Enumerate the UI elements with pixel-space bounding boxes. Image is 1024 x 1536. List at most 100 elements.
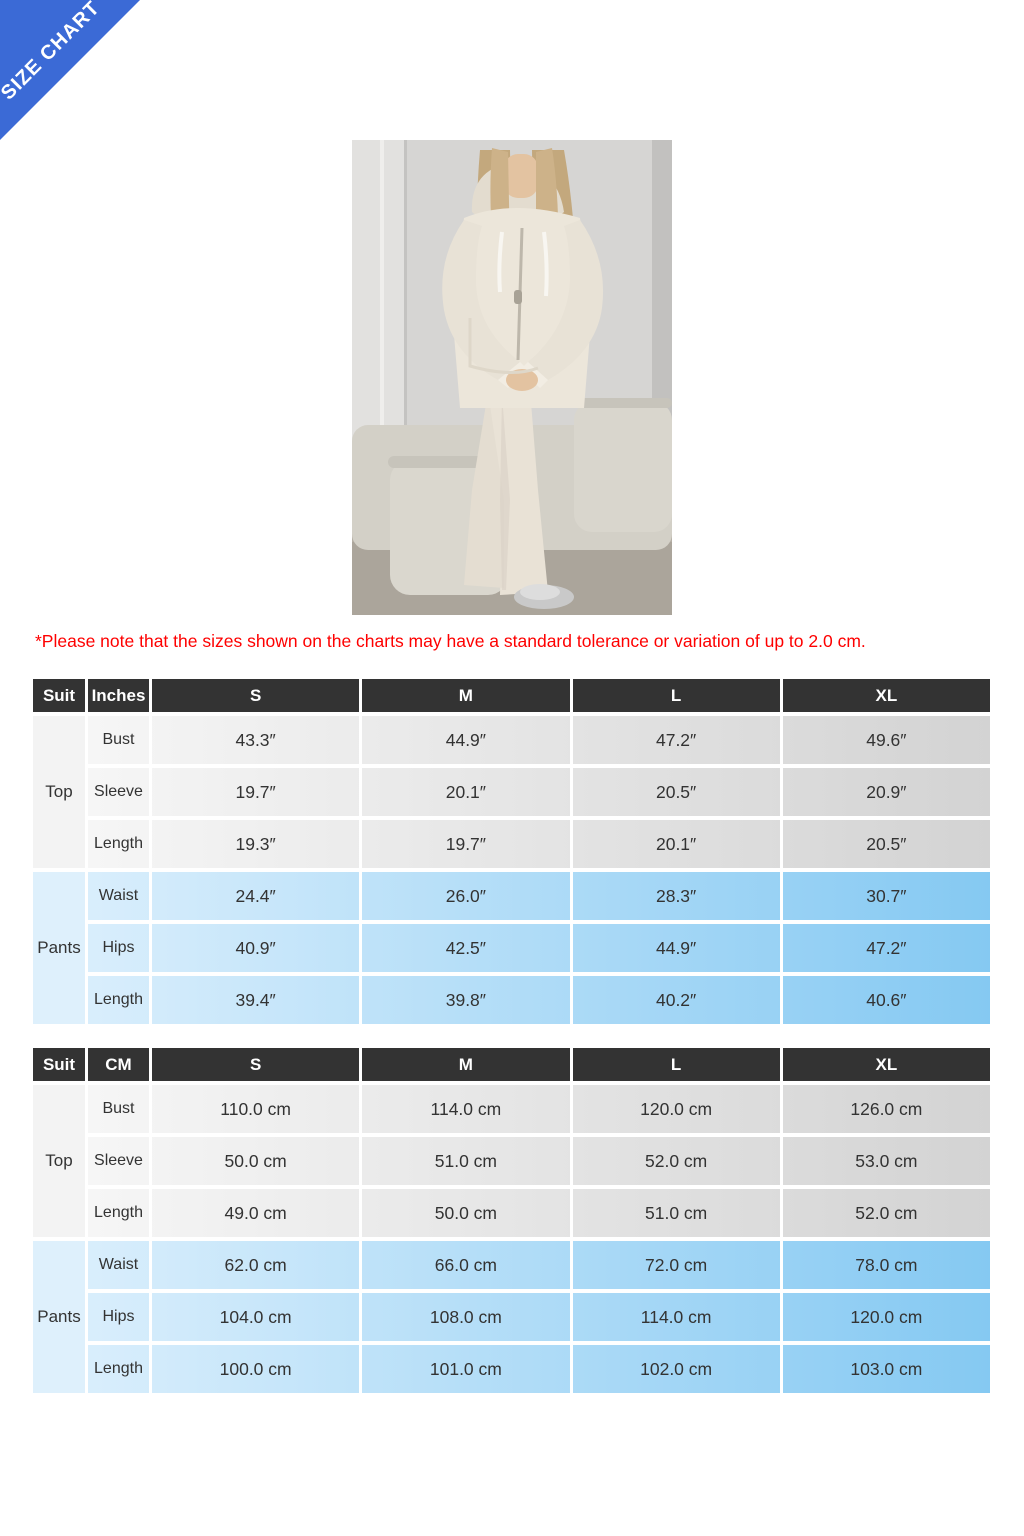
section-rows: Bust 110.0 cm 114.0 cm 120.0 cm 126.0 cm Slee… (85, 1085, 990, 1237)
value-cell-l: 114.0 cm (569, 1293, 780, 1341)
table-row-bust: Bust 110.0 cm 114.0 cm 120.0 cm 126.0 cm (85, 1085, 990, 1133)
table-row-length: Length 19.3″ 19.7″ 20.1″ 20.5″ (85, 820, 990, 868)
value-cell-m: 20.1″ (359, 768, 569, 816)
value-cell-xl: 52.0 cm (779, 1189, 990, 1237)
size-table-inches: Suit Inches S M L XL Top Bust 43.3″ 44.9″ 47.2″ 49.… (33, 679, 990, 1024)
tolerance-note: *Please note that the sizes shown on the… (35, 631, 866, 651)
measurement-label-cell: Sleeve (85, 768, 149, 816)
section-pants: Pants Waist 24.4″ 26.0″ 28.3″ 30.7″ Hips 40.9″ 4… (33, 872, 990, 1024)
table-row-hips: Hips 104.0 cm 108.0 cm 114.0 cm 120.0 cm (85, 1293, 990, 1341)
column-header-m: M (359, 1048, 570, 1081)
table-row-length: Length 100.0 cm 101.0 cm 102.0 cm 103.0 cm (85, 1345, 990, 1393)
column-header-suit: Suit (33, 1048, 85, 1081)
suit-label-cell: Pants (33, 872, 85, 1024)
value-cell-l: 102.0 cm (569, 1345, 780, 1393)
section-rows: Waist 62.0 cm 66.0 cm 72.0 cm 78.0 cm Hips 104… (85, 1241, 990, 1393)
value-cell-xl: 49.6″ (779, 716, 990, 764)
value-cell-s: 40.9″ (149, 924, 359, 972)
table-row-length: Length 49.0 cm 50.0 cm 51.0 cm 52.0 cm (85, 1189, 990, 1237)
value-cell-m: 51.0 cm (359, 1137, 569, 1185)
value-cell-m: 44.9″ (359, 716, 569, 764)
table-row-sleeve: Sleeve 19.7″ 20.1″ 20.5″ 20.9″ (85, 768, 990, 816)
value-cell-l: 72.0 cm (569, 1241, 780, 1289)
value-cell-l: 40.2″ (569, 976, 780, 1024)
measurement-label-cell: Bust (85, 1085, 149, 1133)
value-cell-s: 43.3″ (149, 716, 359, 764)
column-header-suit: Suit (33, 679, 85, 712)
value-cell-m: 50.0 cm (359, 1189, 569, 1237)
value-cell-l: 51.0 cm (569, 1189, 780, 1237)
measurement-label-cell: Length (85, 820, 149, 868)
table-row-length: Length 39.4″ 39.8″ 40.2″ 40.6″ (85, 976, 990, 1024)
value-cell-l: 20.1″ (569, 820, 780, 868)
value-cell-xl: 103.0 cm (779, 1345, 990, 1393)
value-cell-s: 104.0 cm (149, 1293, 359, 1341)
value-cell-s: 62.0 cm (149, 1241, 359, 1289)
table-row-waist: Waist 62.0 cm 66.0 cm 72.0 cm 78.0 cm (85, 1241, 990, 1289)
measurement-label-cell: Hips (85, 1293, 149, 1341)
measurement-label-cell: Length (85, 1345, 149, 1393)
value-cell-s: 100.0 cm (149, 1345, 359, 1393)
table-row-waist: Waist 24.4″ 26.0″ 28.3″ 30.7″ (85, 872, 990, 920)
value-cell-l: 20.5″ (569, 768, 780, 816)
measurement-label-cell: Waist (85, 1241, 149, 1289)
section-top: Top Bust 43.3″ 44.9″ 47.2″ 49.6″ Sleeve 19.7″ 20… (33, 716, 990, 868)
value-cell-l: 47.2″ (569, 716, 780, 764)
column-header-xl: XL (779, 679, 990, 712)
table-row-bust: Bust 43.3″ 44.9″ 47.2″ 49.6″ (85, 716, 990, 764)
value-cell-m: 101.0 cm (359, 1345, 569, 1393)
value-cell-xl: 20.9″ (779, 768, 990, 816)
value-cell-xl: 30.7″ (779, 872, 990, 920)
table-header-row: Suit Inches S M L XL (33, 679, 990, 712)
ribbon-label: SIZE CHART (0, 0, 105, 105)
value-cell-m: 108.0 cm (359, 1293, 569, 1341)
column-header-cm: CM (85, 1048, 149, 1081)
value-cell-xl: 120.0 cm (779, 1293, 990, 1341)
table-header-row: Suit CM S M L XL (33, 1048, 990, 1081)
column-header-s: S (149, 679, 360, 712)
section-rows: Bust 43.3″ 44.9″ 47.2″ 49.6″ Sleeve 19.7″ 20.1″… (85, 716, 990, 868)
table-row-sleeve: Sleeve 50.0 cm 51.0 cm 52.0 cm 53.0 cm (85, 1137, 990, 1185)
value-cell-l: 44.9″ (569, 924, 780, 972)
column-header-l: L (569, 1048, 780, 1081)
value-cell-xl: 53.0 cm (779, 1137, 990, 1185)
measurement-label-cell: Bust (85, 716, 149, 764)
value-cell-s: 19.7″ (149, 768, 359, 816)
column-header-m: M (359, 679, 570, 712)
section-pants: Pants Waist 62.0 cm 66.0 cm 72.0 cm 78.0 cm Hi… (33, 1241, 990, 1393)
column-header-xl: XL (779, 1048, 990, 1081)
value-cell-xl: 47.2″ (779, 924, 990, 972)
measurement-label-cell: Waist (85, 872, 149, 920)
value-cell-l: 52.0 cm (569, 1137, 780, 1185)
column-header-l: L (569, 679, 780, 712)
value-cell-s: 39.4″ (149, 976, 359, 1024)
suit-label-cell: Top (33, 716, 85, 868)
value-cell-m: 39.8″ (359, 976, 569, 1024)
size-table-cm: Suit CM S M L XL Top Bust 110.0 cm 114.0 cm 120.0 … (33, 1048, 990, 1393)
value-cell-m: 114.0 cm (359, 1085, 569, 1133)
value-cell-l: 28.3″ (569, 872, 780, 920)
value-cell-l: 120.0 cm (569, 1085, 780, 1133)
measurement-label-cell: Length (85, 976, 149, 1024)
section-rows: Waist 24.4″ 26.0″ 28.3″ 30.7″ Hips 40.9″ 42.5″ 4… (85, 872, 990, 1024)
section-top: Top Bust 110.0 cm 114.0 cm 120.0 cm 126.0 cm S… (33, 1085, 990, 1237)
value-cell-s: 110.0 cm (149, 1085, 359, 1133)
value-cell-m: 66.0 cm (359, 1241, 569, 1289)
value-cell-xl: 78.0 cm (779, 1241, 990, 1289)
value-cell-xl: 40.6″ (779, 976, 990, 1024)
value-cell-s: 24.4″ (149, 872, 359, 920)
value-cell-xl: 126.0 cm (779, 1085, 990, 1133)
table-row-hips: Hips 40.9″ 42.5″ 44.9″ 47.2″ (85, 924, 990, 972)
suit-label-cell: Pants (33, 1241, 85, 1393)
value-cell-s: 49.0 cm (149, 1189, 359, 1237)
size-chart-ribbon: SIZE CHART (0, 0, 140, 140)
measurement-label-cell: Length (85, 1189, 149, 1237)
column-header-inches: Inches (85, 679, 149, 712)
value-cell-m: 26.0″ (359, 872, 569, 920)
value-cell-s: 50.0 cm (149, 1137, 359, 1185)
value-cell-xl: 20.5″ (779, 820, 990, 868)
measurement-label-cell: Hips (85, 924, 149, 972)
value-cell-m: 42.5″ (359, 924, 569, 972)
product-photo (352, 140, 672, 615)
